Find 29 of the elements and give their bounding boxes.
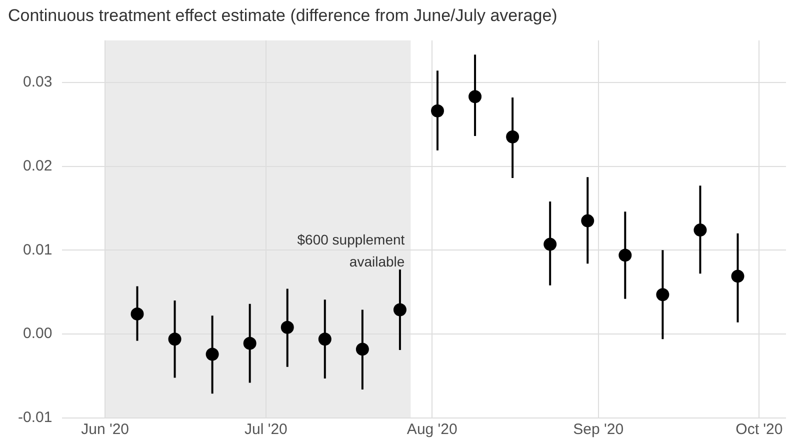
y-tick-label: 0.02 bbox=[22, 157, 52, 174]
point bbox=[656, 288, 670, 302]
y-tick-label: 0.03 bbox=[22, 73, 52, 90]
point bbox=[168, 332, 182, 346]
y-tick-label: -0.01 bbox=[18, 409, 52, 426]
chart-title: Continuous treatment effect estimate (difference from June/July average) bbox=[8, 6, 558, 25]
point bbox=[544, 238, 557, 251]
point bbox=[581, 214, 594, 228]
band-label: $600 supplement available bbox=[297, 231, 405, 270]
point bbox=[280, 320, 294, 334]
point bbox=[506, 130, 520, 144]
point bbox=[694, 224, 707, 237]
y-tick-label: 0.00 bbox=[22, 325, 52, 342]
point bbox=[206, 348, 219, 361]
point bbox=[243, 336, 256, 350]
point bbox=[468, 90, 482, 104]
x-tick-label: Jul '20 bbox=[244, 421, 288, 438]
y-tick-label: 0.01 bbox=[22, 241, 52, 258]
x-tick-label: Oct '20 bbox=[736, 421, 783, 438]
point bbox=[356, 342, 369, 356]
x-tick-label: Sep '20 bbox=[573, 421, 624, 438]
point bbox=[618, 248, 632, 262]
point bbox=[318, 332, 332, 346]
point bbox=[393, 303, 406, 316]
point bbox=[731, 270, 744, 283]
point bbox=[431, 104, 444, 118]
point bbox=[130, 307, 144, 320]
x-tick-label: Jun '20 bbox=[81, 421, 130, 438]
x-tick-label: Aug '20 bbox=[406, 421, 458, 438]
